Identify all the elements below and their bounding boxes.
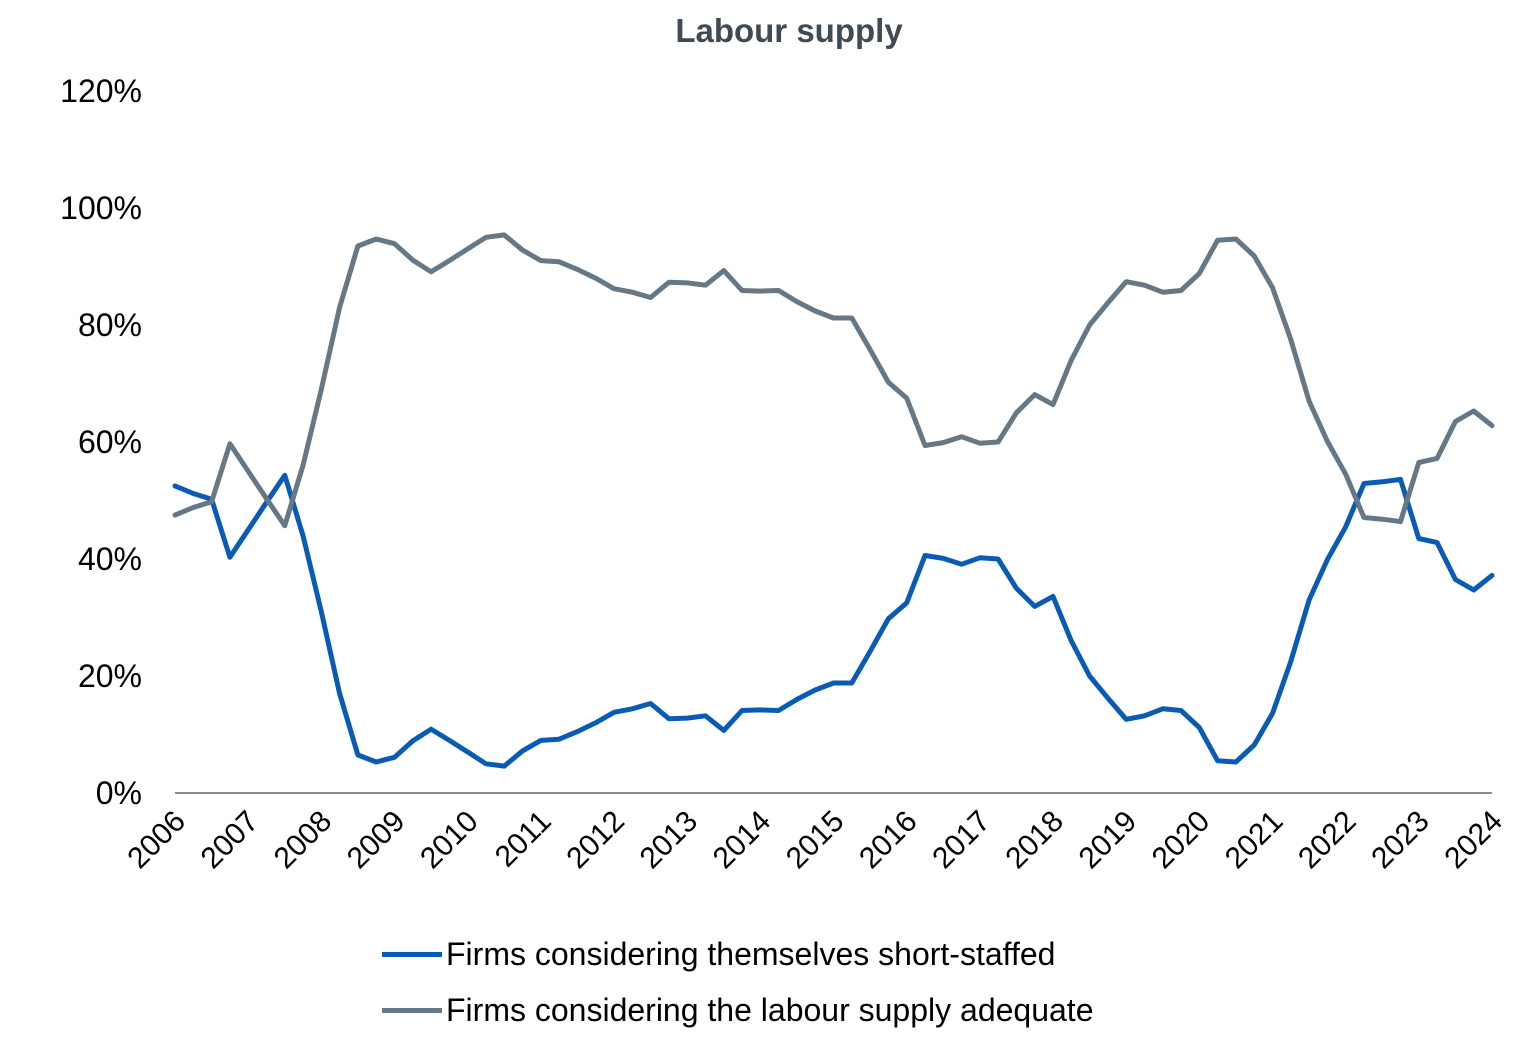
x-tick-label: 2006 bbox=[121, 805, 192, 876]
x-tick-label: 2023 bbox=[1365, 805, 1436, 876]
y-tick-label: 80% bbox=[78, 307, 142, 343]
x-tick-label: 2014 bbox=[707, 805, 778, 876]
legend-label-short-staffed: Firms considering themselves short-staff… bbox=[446, 935, 1056, 972]
x-tick-label: 2022 bbox=[1292, 805, 1363, 876]
series-line-short-staffed bbox=[172, 472, 1495, 769]
y-tick-label: 40% bbox=[78, 541, 142, 577]
y-tick-label: 60% bbox=[78, 424, 142, 460]
y-tick-label: 0% bbox=[96, 775, 142, 811]
x-tick-label: 2012 bbox=[560, 805, 631, 876]
x-tick-label: 2018 bbox=[999, 805, 1070, 876]
chart-title: Labour supply bbox=[675, 12, 903, 49]
x-tick-label: 2019 bbox=[1073, 805, 1144, 876]
legend-swatch-short-staffed bbox=[382, 951, 442, 957]
legend: Firms considering themselves short-staff… bbox=[382, 926, 1093, 1038]
y-tick-label: 100% bbox=[60, 190, 142, 226]
x-tick-label: 2020 bbox=[1146, 805, 1217, 876]
x-tick-label: 2008 bbox=[268, 805, 339, 876]
x-tick-label: 2024 bbox=[1438, 805, 1509, 876]
legend-label-labour-supply-adequate: Firms considering the labour supply adeq… bbox=[446, 991, 1094, 1028]
x-tick-label: 2009 bbox=[341, 805, 412, 876]
x-tick-label: 2016 bbox=[853, 805, 924, 876]
x-tick-label: 2021 bbox=[1219, 805, 1290, 876]
y-tick-label: 120% bbox=[60, 73, 142, 109]
x-tick-label: 2015 bbox=[780, 805, 851, 876]
x-tick-label: 2007 bbox=[195, 805, 266, 876]
x-tick-label: 2013 bbox=[634, 805, 705, 876]
x-tick-label: 2011 bbox=[489, 805, 558, 874]
legend-item-short-staffed: Firms considering themselves short-staff… bbox=[382, 926, 1093, 982]
legend-item-labour-supply-adequate: Firms considering the labour supply adeq… bbox=[382, 982, 1093, 1038]
x-tick-label: 2017 bbox=[926, 805, 997, 876]
legend-swatch-labour-supply-adequate bbox=[382, 1007, 442, 1013]
y-tick-label: 20% bbox=[78, 658, 142, 694]
x-tick-label: 2010 bbox=[414, 805, 485, 876]
series-line-labour-supply-adequate bbox=[172, 232, 1495, 529]
